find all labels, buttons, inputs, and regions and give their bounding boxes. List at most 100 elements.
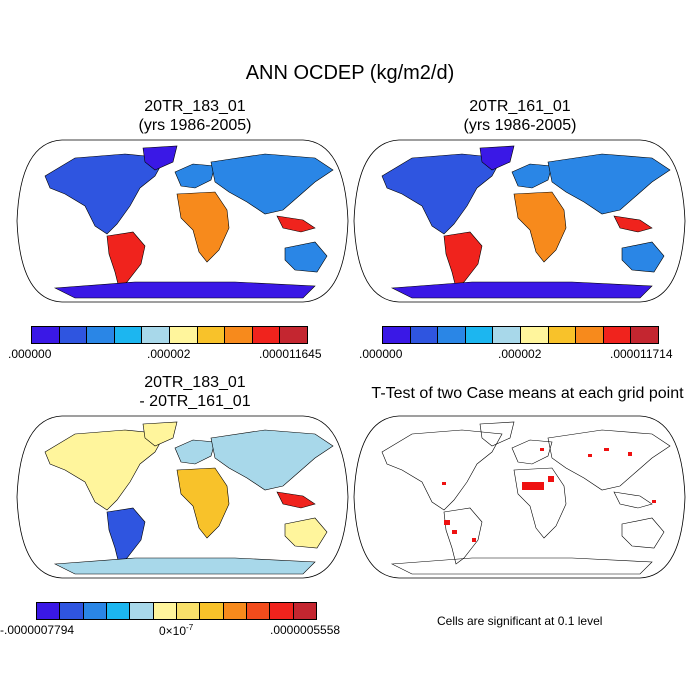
significance-note: Cells are significant at 0.1 level [437, 614, 603, 628]
panel2-colorbar-swatch-2 [410, 327, 439, 343]
panel3-colorbar-swatch-1 [37, 603, 61, 619]
panel1-globe-outline [16, 139, 349, 303]
panel3-se-asia [276, 491, 316, 509]
panel3-title: 20TR_183_01 - 20TR_161_01 [60, 373, 330, 411]
panel1-colorbar-swatch-1 [32, 327, 60, 343]
panel3-colorbar-swatch-11 [270, 603, 294, 619]
panel2-globe-outline [353, 139, 686, 303]
significant-cell-5 [472, 538, 476, 542]
significant-cell-4 [452, 530, 457, 534]
panel3-colorbar-swatch-6 [153, 603, 177, 619]
panel4-africa [513, 467, 567, 539]
panel3-colorbar-swatch-3 [83, 603, 107, 619]
panel4-title-line1: T-Test of two Case means at each grid po… [371, 385, 684, 402]
panel3-colorbar-mid-exp: -7 [186, 623, 194, 632]
significant-cell-1 [522, 482, 544, 490]
panel2-colorbar-swatch-5 [493, 327, 521, 343]
panel1-colorbar-mid: .000002 [147, 347, 191, 361]
panel4-europe [511, 439, 553, 465]
panel2-north-america [381, 153, 503, 235]
panel1-colorbar-max: .000011645 [259, 347, 322, 361]
panel1-australia [284, 241, 328, 273]
panel4-australia [621, 517, 665, 549]
panel3-greenland [142, 421, 178, 447]
panel3-asia [210, 429, 334, 491]
panel3-colorbar-swatch-10 [246, 603, 271, 619]
panel2-south-america [443, 231, 483, 289]
panel1-colorbar-swatch-2 [59, 327, 88, 343]
panel3-colorbar-swatch-2 [60, 603, 84, 619]
panel2-asia [547, 153, 671, 215]
panel2-colorbar-swatch-10 [631, 327, 658, 343]
panel4-asia [547, 429, 671, 491]
panel1-asia [210, 153, 334, 215]
panel2-colorbar-swatch-1 [383, 327, 411, 343]
panel3-globe-outline [16, 415, 349, 579]
panel4-map [353, 415, 686, 579]
panel1-antarctica [53, 281, 316, 299]
panel1-colorbar-min: .000000 [8, 347, 52, 361]
panel3-colorbar-min: -.0000007794 [0, 623, 75, 637]
panel2-se-asia [613, 215, 653, 233]
panel3-australia [284, 517, 328, 549]
panel2-antarctica [390, 281, 653, 299]
panel1-colorbar [31, 326, 308, 344]
panel2-title-line2: (yrs 1986-2005) [463, 117, 577, 134]
panel4-north-america [381, 429, 503, 511]
panel1-colorbar-swatch-9 [252, 327, 281, 343]
panel2-australia [621, 241, 665, 273]
panel3-colorbar-swatch-12 [293, 603, 316, 619]
significant-cell-3 [444, 520, 450, 525]
panel2-title-line1: 20TR_161_01 [469, 98, 571, 115]
panel1-title: 20TR_183_01 (yrs 1986-2005) [60, 97, 330, 135]
panel1-colorbar-swatch-6 [169, 327, 198, 343]
panel1-colorbar-swatch-3 [87, 327, 115, 343]
panel1-title-line2: (yrs 1986-2005) [138, 117, 252, 134]
panel1-colorbar-swatch-10 [280, 327, 307, 343]
panel2-colorbar-swatch-6 [520, 327, 549, 343]
panel3-title-line2: - 20TR_161_01 [139, 393, 251, 410]
panel3-colorbar-max: .0000005558 [270, 623, 341, 637]
significant-cell-6 [588, 454, 592, 457]
panel1-colorbar-swatch-4 [114, 327, 143, 343]
panel1-colorbar-swatch-7 [197, 327, 226, 343]
panel1-colorbar-swatch-8 [225, 327, 253, 343]
panel1-north-america [44, 153, 166, 235]
panel3-africa [176, 467, 230, 539]
panel2-europe [511, 163, 553, 189]
panel3-colorbar-swatch-8 [200, 603, 224, 619]
panel2-colorbar-mid: .000002 [498, 347, 542, 361]
panel3-colorbar-swatch-4 [106, 603, 131, 619]
panel2-colorbar-swatch-9 [603, 327, 632, 343]
panel2-greenland [479, 145, 515, 171]
significant-cell-11 [442, 482, 446, 485]
panel4-title: T-Test of two Case means at each grid po… [355, 384, 700, 403]
panel3-colorbar-swatch-5 [130, 603, 154, 619]
significant-cell-7 [604, 448, 609, 451]
panel2-colorbar-swatch-7 [548, 327, 577, 343]
panel3-land [44, 421, 334, 575]
panel2-title: 20TR_161_01 (yrs 1986-2005) [385, 97, 655, 135]
panel1-colorbar-swatch-5 [142, 327, 170, 343]
panel1-se-asia [276, 215, 316, 233]
panel1-map [16, 139, 349, 303]
panel1-africa [176, 191, 230, 263]
panel3-colorbar-mid-base: 0×10 [159, 624, 187, 638]
panel3-europe [174, 439, 216, 465]
panel2-land [381, 145, 671, 299]
panel1-europe [174, 163, 216, 189]
panel3-antarctica [53, 557, 316, 575]
panel4-globe-outline [353, 415, 686, 579]
panel3-colorbar-swatch-7 [176, 603, 201, 619]
panel3-north-america [44, 429, 166, 511]
panel3-colorbar-swatch-9 [223, 603, 247, 619]
significant-cell-8 [628, 452, 632, 456]
panel4-se-asia [613, 491, 653, 509]
panel4-land [381, 421, 671, 575]
panel3-title-line1: 20TR_183_01 [144, 374, 246, 391]
panel3-colorbar-mid: 0×10-7 [159, 623, 193, 638]
panel4-antarctica [390, 557, 653, 575]
panel2-africa [513, 191, 567, 263]
panel2-colorbar-swatch-8 [576, 327, 604, 343]
panel2-colorbar-min: .000000 [359, 347, 403, 361]
